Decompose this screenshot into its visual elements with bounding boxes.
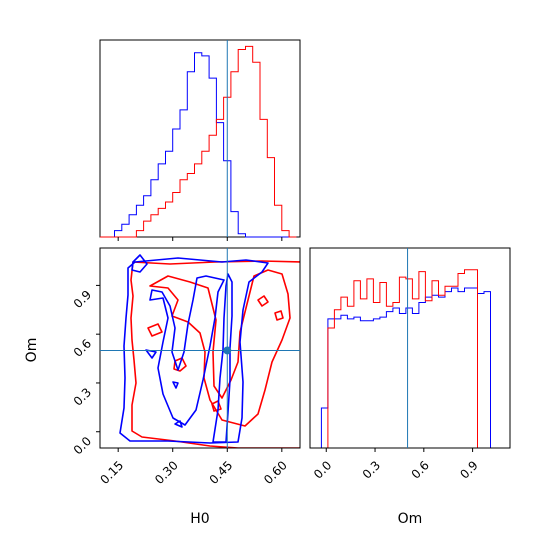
red-contour-island [211, 400, 222, 412]
contour-x-tick-label: 0.30 [152, 458, 181, 487]
blue-contour-island [145, 349, 157, 359]
h0-histogram-frame [99, 39, 301, 238]
contour-frame [99, 247, 301, 449]
blue-contour-inner [149, 275, 225, 426]
contour-panel: 0.15 0.30 0.45 0.60 0.0 0.3 0.6 0.9 H0 Om [24, 247, 301, 527]
contour-y-tick-label: 0.3 [71, 385, 94, 408]
blue-contour-core [212, 273, 233, 443]
contour-y-tick-label: 0.0 [71, 434, 94, 457]
contour-x-tick-label: 0.60 [261, 458, 290, 487]
contour-y-tick-label: 0.9 [71, 288, 94, 311]
ylabel-om: Om [24, 338, 40, 363]
om-hist-series-0 [316, 287, 504, 449]
h0-histogram-panel [99, 39, 301, 241]
blue-contour-island [174, 420, 183, 428]
xlabel-om: Om [398, 511, 423, 527]
om-x-tick-label: 0.6 [409, 458, 432, 481]
red-contour-inner [149, 269, 291, 427]
blue-contour-island [172, 381, 179, 389]
red-contour-island [257, 295, 269, 307]
h0-hist-series-1 [100, 45, 297, 238]
om-hist-series-1 [316, 269, 504, 449]
contour-x-tick-label: 0.45 [207, 458, 236, 487]
om-histogram-panel: 0.0 0.3 0.6 0.9 Om [309, 247, 511, 527]
contour-x-tick-label: 0.15 [98, 458, 127, 487]
red-contour-island [173, 357, 187, 372]
red-contour-outer [130, 260, 300, 448]
h0-hist-series-0 [100, 52, 297, 238]
xlabel-h0: H0 [190, 511, 209, 527]
om-x-tick-label: 0.3 [360, 458, 383, 481]
om-x-tick-label: 0.9 [457, 458, 480, 481]
h0-histogram-x-ticks [117, 237, 283, 241]
om-x-tick-label: 0.0 [311, 458, 334, 481]
red-contour-island [274, 310, 284, 321]
red-contour-island [147, 323, 163, 337]
contour-y-tick-label: 0.6 [71, 336, 94, 359]
om-histogram-frame [309, 247, 511, 449]
blue-contour-outer [119, 257, 269, 444]
blue-contour-island [131, 254, 148, 273]
truth-marker [223, 346, 232, 355]
